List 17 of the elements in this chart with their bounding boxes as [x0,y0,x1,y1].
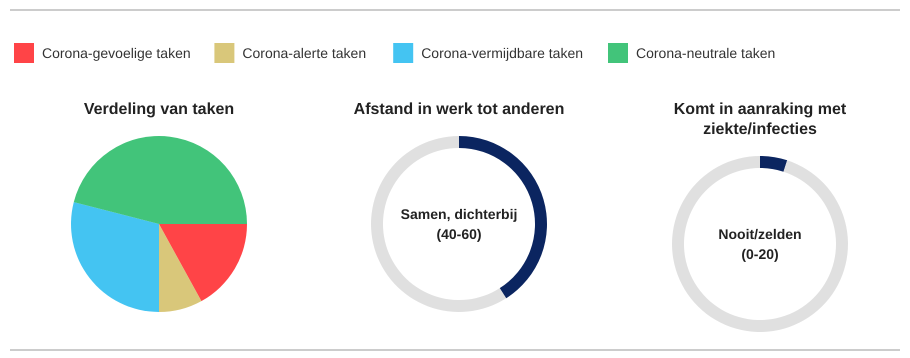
chart-title: Komt in aanraking met ziekte/infecties [674,101,847,138]
text: Nooit/zelden [718,226,802,242]
text: Samen, dichterbij [400,206,518,222]
donut-slice [672,156,848,332]
pie-slice [71,202,159,312]
text: Verdeling van taken [84,101,234,118]
donut-slice [760,156,788,172]
pie-slice [74,136,247,224]
chart-title: Afstand in werk tot anderen [354,101,564,118]
text: (40-60) [436,226,482,242]
pie-slice [159,224,202,312]
text: (0-20) [741,246,779,262]
pie-slice [159,224,247,302]
legend-label: Corona-neutrale taken [636,45,776,61]
legend-label: Corona-gevoelige taken [42,45,191,61]
legend-label: Corona-vermijdbare taken [421,45,584,61]
legend-label: Corona-alerte taken [242,45,366,61]
